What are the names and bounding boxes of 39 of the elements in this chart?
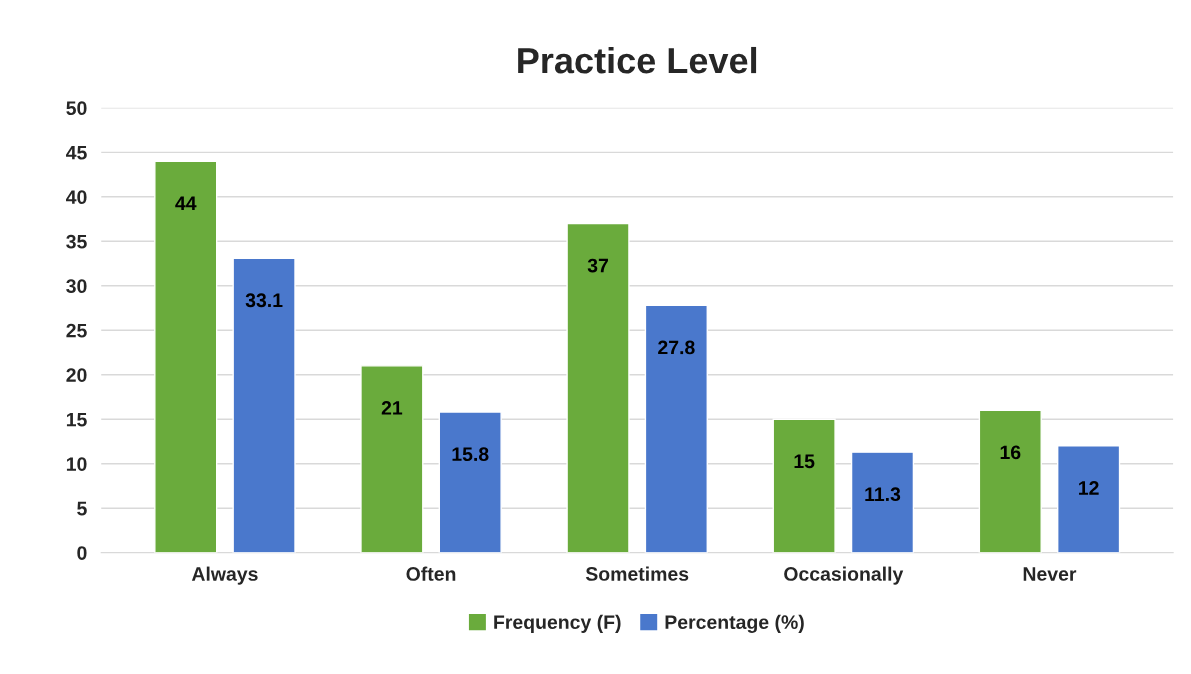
y-tick-label: 15 [66, 412, 87, 427]
data-label: 21 [381, 401, 403, 415]
bar [154, 160, 218, 553]
x-tick-label: Often [406, 566, 456, 581]
bar [232, 257, 296, 553]
y-tick-label: 40 [66, 190, 87, 205]
bar [438, 411, 502, 553]
x-tick-label: Never [1023, 567, 1077, 581]
x-tick-label: Always [191, 566, 258, 585]
data-label: 15 [794, 454, 815, 469]
data-label: 12 [1079, 481, 1099, 495]
bar [566, 222, 630, 553]
y-tick-label: 35 [66, 234, 87, 249]
bar [360, 365, 424, 553]
data-label: 44 [175, 196, 197, 210]
y-tick-label: 30 [66, 279, 87, 294]
bar [1057, 445, 1121, 553]
data-label: 16 [1000, 445, 1021, 460]
legend-label: Percentage (%) [665, 614, 804, 633]
y-tick-label: 25 [66, 323, 87, 338]
y-tick-label: 0 [77, 546, 87, 560]
y-tick-label: 20 [66, 368, 87, 382]
bar [644, 304, 708, 553]
data-label: 33.1 [245, 293, 283, 308]
bar [772, 418, 836, 553]
chart-title: Practice Level [518, 46, 757, 74]
x-tick-label: Sometimes [585, 566, 689, 581]
data-label: 11.3 [865, 487, 901, 502]
y-tick-label: 45 [66, 145, 87, 160]
bar [978, 409, 1042, 553]
legend-label: Frequency (F) [494, 614, 621, 633]
y-tick-label: 5 [77, 501, 87, 516]
bar [850, 451, 915, 553]
data-label: 15.8 [452, 447, 489, 462]
data-label: 37 [587, 258, 608, 273]
y-tick-label: 50 [66, 101, 87, 116]
y-tick-label: 10 [66, 457, 87, 471]
x-tick-label: Occasionally [784, 566, 904, 585]
data-label: 27.8 [658, 340, 695, 355]
